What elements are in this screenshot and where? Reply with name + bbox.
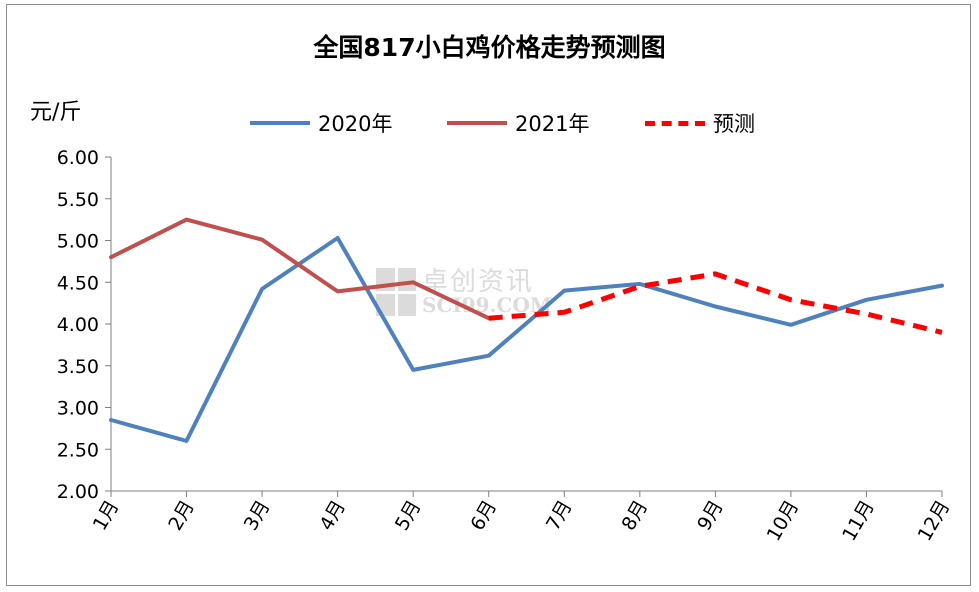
x-tick-label: 9月 [693,497,728,535]
y-tick-label: 6.00 [57,147,99,169]
legend-label-2021: 2021年 [515,112,590,136]
legend-swatch-2021 [447,121,507,125]
x-tick-label: 2月 [164,497,199,535]
legend-swatch-2020 [250,121,310,125]
legend-item-forecast: 预测 [645,110,755,136]
x-tick-label: 5月 [391,497,426,535]
y-tick-label: 5.50 [57,189,99,211]
x-tick-label: 4月 [315,497,350,535]
y-axis-unit-label: 元/斤 [30,100,82,125]
series-line-0 [109,236,944,443]
series-line-2 [488,271,943,335]
x-tick-label: 8月 [618,497,653,535]
legend-item-2020: 2020年 [250,110,392,136]
y-tick-label: 4.50 [57,272,99,294]
y-tick-label: 3.50 [57,356,99,378]
series-line-1 [109,217,491,321]
chart-frame [6,4,971,586]
legend-item-2021: 2021年 [447,110,589,136]
x-tick-label: 11月 [838,497,879,545]
x-tick-label: 10月 [763,497,804,545]
watermark-cn-text: 卓创资讯 [422,267,535,297]
chart-title: 全国817小白鸡价格走势预测图 [313,33,666,62]
x-tick-label: 12月 [914,497,955,545]
y-tick-label: 5.00 [57,231,99,253]
legend-label-2020: 2020年 [318,112,393,136]
x-tick-label: 7月 [542,497,577,535]
legend-swatch-forecast [645,120,705,126]
y-tick-label: 2.00 [57,481,99,503]
y-tick-label: 2.50 [57,439,99,461]
y-tick-label: 3.00 [57,398,99,420]
x-tick-label: 3月 [240,497,275,535]
legend-label-forecast: 预测 [713,112,755,136]
x-tick-label: 6月 [466,497,501,535]
y-tick-label: 4.00 [57,314,99,336]
